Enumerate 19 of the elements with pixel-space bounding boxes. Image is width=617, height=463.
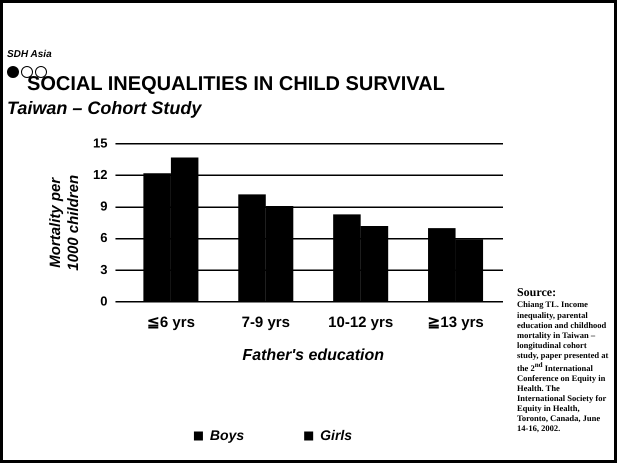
y-tick-label: 0 [100,293,108,308]
chart-title: SOCIAL INEQUALITIES IN CHILD SURVIVAL [27,73,445,96]
y-axis-title: Mortality per 1000 children [47,174,82,271]
x-tick-label: ≦6 yrs [146,314,195,331]
x-tick-label: ≧13 yrs [427,314,484,331]
x-tick-label: 7-9 yrs [242,314,290,331]
x-axis-title: Father's education [242,346,384,364]
source-note: Source: [517,285,558,300]
y-tick-label: 12 [92,166,108,182]
chart-subtitle: Taiwan – Cohort Study [7,98,202,119]
y-tick-label: 6 [100,230,108,246]
y-tick-label: 3 [100,262,108,277]
text: SDH Asia [7,49,52,60]
legend-label: Boys [210,426,244,443]
y-tick-label: 15 [92,135,108,150]
x-tick-label: 10-12 yrs [328,314,394,331]
y-tick-label: 9 [100,198,108,214]
text: Chiang TL. Income inequality, parental education and childhood mortality in Taiwan – longitudinal cohort study, paper presented at the 2$^{nd}$ International Conference on Equity in Health. The International Society for Equity in Health, Toronto, Canada, June 14-16, 2002. [517,299,608,434]
legend-label: Girls [320,426,352,443]
